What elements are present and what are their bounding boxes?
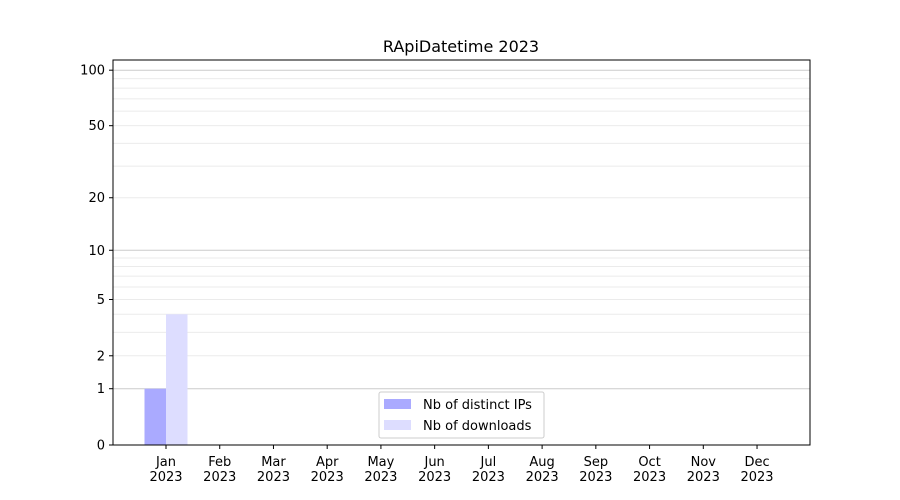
bars — [144, 314, 188, 445]
x-axis: Jan 2023 Feb 2023 Mar 2023 Apr 2023 May 2023 Jun 20… — [149, 445, 774, 485]
x-tick-label: Apr 2023 — [311, 455, 344, 485]
y-tick-label: 10 — [88, 244, 105, 259]
x-tick-label: Sep 2023 — [579, 455, 612, 485]
legend-label-downloads: Nb of downloads — [423, 419, 532, 434]
x-tick-label: Aug 2023 — [526, 455, 559, 485]
x-tick-label: Feb 2023 — [203, 455, 236, 485]
legend-swatch-downloads — [384, 420, 411, 430]
x-tick-label: Jan 2023 — [149, 455, 182, 485]
x-tick-label: Mar 2023 — [257, 455, 290, 485]
y-tick-label: 50 — [88, 119, 105, 134]
y-tick-label: 1 — [97, 382, 105, 397]
y-tick-label: 100 — [80, 64, 105, 79]
bar-distinct-ips — [144, 388, 166, 445]
y-tick-label: 2 — [97, 349, 105, 364]
y-tick-label: 20 — [88, 191, 105, 206]
bar-downloads — [166, 314, 188, 445]
plot-frame — [112, 59, 811, 446]
legend-label-ips: Nb of distinct IPs — [423, 398, 532, 413]
y-tick-label: 0 — [97, 439, 105, 454]
y-tick-label: 5 — [97, 293, 105, 308]
x-tick-label: Dec 2023 — [740, 455, 773, 485]
legend-swatch-ips — [384, 399, 411, 409]
y-axis: 0 1 2 5 10 20 50 100 — [80, 64, 113, 454]
x-tick-label: Oct 2023 — [633, 455, 666, 485]
x-tick-label: Jul 2023 — [472, 455, 505, 485]
chart-title: RApiDatetime 2023 — [383, 37, 539, 56]
x-tick-label: Nov 2023 — [687, 455, 720, 485]
x-tick-label: May 2023 — [364, 455, 397, 485]
x-tick-label: Jun 2023 — [418, 455, 451, 485]
legend: Nb of distinct IPs Nb of downloads — [378, 391, 545, 439]
grid — [113, 69, 810, 390]
